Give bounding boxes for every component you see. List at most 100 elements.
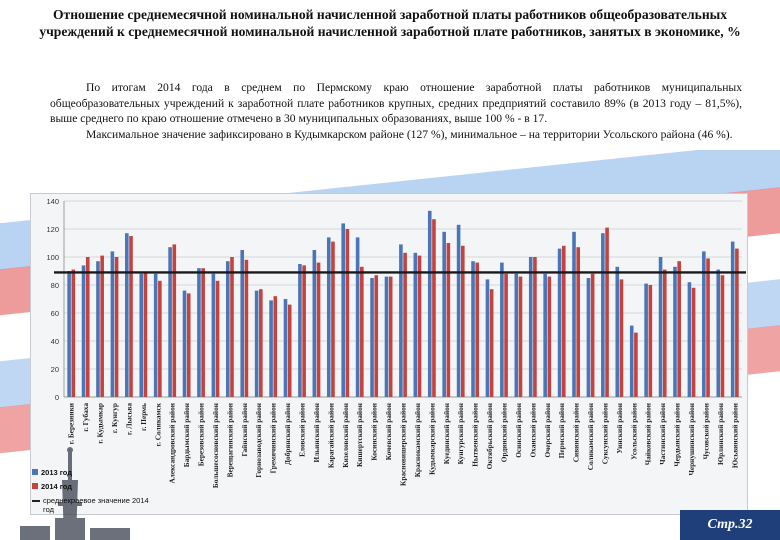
bar-2013	[543, 273, 547, 397]
bar-2013	[716, 269, 721, 397]
x-tick-label: Добрянский район	[283, 402, 292, 465]
bar-2014	[648, 285, 653, 397]
bar-2014	[489, 289, 494, 397]
bar-2013	[528, 257, 533, 397]
bar-2013	[326, 237, 331, 397]
x-tick-label: Еловский район	[298, 402, 307, 457]
bar-2014	[619, 279, 624, 397]
bar-2013	[557, 248, 562, 397]
legend-label-2013: 2013 год	[41, 468, 73, 477]
bar-2014	[143, 272, 148, 397]
bar-2014	[706, 258, 710, 397]
legend-line-average	[32, 500, 40, 502]
bar-2013	[254, 290, 259, 397]
bar-2014	[158, 280, 162, 397]
x-tick-label: Кочевский район	[384, 402, 393, 460]
bar-2013	[485, 279, 490, 397]
bar-2013	[96, 261, 100, 397]
x-tick-label: Пермский район	[557, 402, 566, 458]
x-tick-label: Косинский район	[370, 402, 379, 460]
bar-2013	[298, 264, 302, 397]
x-tick-label: г. Березники	[67, 402, 76, 444]
bar-2014	[114, 257, 119, 397]
paragraph-2: Максимальное значение зафиксировано в Ку…	[86, 128, 733, 142]
x-tick-label: Частинский район	[658, 402, 667, 464]
x-tick-label: г. Соликамск	[153, 402, 162, 446]
bar-2014	[518, 276, 523, 397]
bar-2014	[446, 243, 451, 397]
x-tick-label: Очерский район	[543, 402, 552, 457]
x-tick-label: Чернушинский район	[687, 402, 696, 475]
x-tick-label: г. Кунгур	[110, 403, 119, 433]
bar-2013	[182, 290, 187, 397]
bar-2013	[644, 283, 648, 397]
x-tick-label: Чердынский район	[673, 402, 682, 466]
bar-2014	[432, 219, 436, 397]
x-tick-label: Кизеловский район	[341, 402, 350, 467]
bar-2013	[702, 251, 706, 397]
description-text: По итогам 2014 года в среднем по Пермско…	[50, 80, 742, 143]
bar-2013	[500, 262, 504, 397]
bar-2013	[730, 241, 735, 397]
bar-2013	[67, 271, 71, 397]
bar-2014	[547, 276, 552, 397]
bar-2013	[629, 325, 634, 397]
bar-2013	[211, 273, 216, 397]
y-tick-label: 100	[46, 253, 59, 262]
bar-2014	[605, 227, 609, 397]
legend-swatch-2014	[32, 483, 38, 489]
y-tick-label: 120	[46, 225, 59, 234]
x-tick-label: г. Пермь	[139, 403, 148, 431]
x-tick-label: Красновишерский район	[399, 402, 408, 486]
page-title: Отношение среднемесячной номинальной нач…	[39, 7, 741, 39]
bar-2013	[153, 273, 158, 397]
x-tick-label: Ординский район	[499, 402, 508, 462]
x-tick-label: Сивинский район	[572, 402, 581, 462]
y-tick-label: 40	[51, 337, 59, 346]
x-tick-label: Гайнский район	[240, 402, 249, 456]
x-tick-label: Гремячинский район	[269, 402, 278, 473]
x-tick-label: Соликамский район	[586, 402, 595, 470]
page-number: Стр.32	[707, 517, 753, 532]
legend-label-2014: 2014 год	[41, 482, 73, 491]
x-tick-label: Карагайский район	[326, 402, 335, 468]
y-tick-label: 20	[51, 365, 59, 374]
bar-2013	[456, 224, 461, 397]
bar-2014	[302, 265, 306, 397]
bar-2013	[586, 278, 591, 397]
x-tick-label: Александровский район	[168, 402, 177, 483]
x-tick-label: Березовский район	[197, 402, 206, 466]
bar-2013	[81, 265, 86, 397]
legend-label-average: среднекраевое значение 2014 год	[43, 496, 149, 514]
bar-2014	[172, 244, 177, 397]
bar-2014	[244, 259, 249, 397]
bar-2014	[345, 229, 350, 397]
bar-2013	[673, 266, 677, 397]
x-tick-label: Кунгурский район	[456, 402, 465, 464]
bar-2013	[139, 273, 144, 397]
bar-2014	[186, 293, 191, 397]
bar-2014	[576, 247, 581, 397]
chart-legend: 2013 год 2014 год среднекраевое значение…	[32, 468, 153, 519]
x-tick-label: г. Губаха	[81, 403, 90, 432]
legend-item-2013: 2013 год	[32, 468, 153, 477]
bar-2014	[634, 332, 638, 397]
bar-2013	[399, 244, 403, 397]
bar-2013	[269, 300, 273, 397]
bar-2013	[413, 252, 418, 397]
bar-2013	[370, 278, 374, 397]
legend-item-2014: 2014 год	[32, 482, 153, 491]
bar-2014	[691, 287, 696, 397]
bar-2014	[504, 273, 508, 397]
x-tick-label: Усольский район	[629, 402, 638, 460]
bar-2014	[201, 268, 205, 397]
bar-2013	[572, 231, 576, 397]
x-tick-label: Юсьвинский район	[730, 402, 739, 468]
bar-2013	[471, 261, 475, 397]
bar-2014	[561, 245, 566, 397]
legend-swatch-2013	[32, 469, 38, 475]
x-tick-label: Кишертский район	[355, 402, 364, 467]
bar-2014	[475, 262, 480, 397]
bar-2013	[125, 233, 129, 397]
